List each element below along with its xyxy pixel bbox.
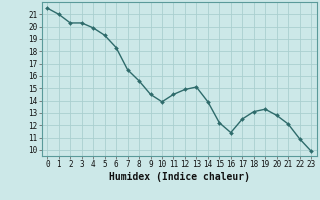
X-axis label: Humidex (Indice chaleur): Humidex (Indice chaleur) (109, 172, 250, 182)
